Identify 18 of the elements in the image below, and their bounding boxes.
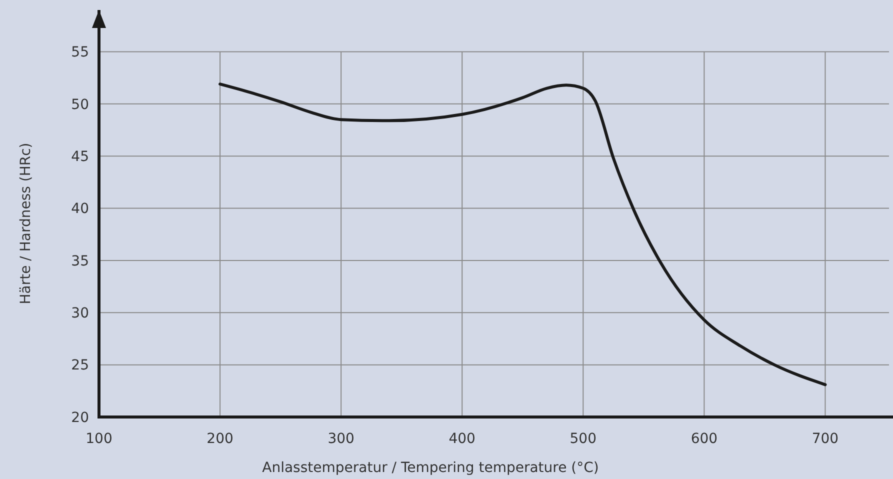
x-tick-label: 700 <box>812 431 839 447</box>
y-tick-label: 45 <box>71 149 89 166</box>
x-tick-label: 500 <box>570 431 597 447</box>
x-axis-title: Anlasstemperatur / Tempering temperature (°C) <box>262 460 599 476</box>
x-tick-label: 200 <box>206 431 234 447</box>
line-series <box>218 82 827 386</box>
y-tick-label: 55 <box>71 44 89 61</box>
y-tick-label: 25 <box>71 358 89 374</box>
y-tick-label: 40 <box>71 201 89 218</box>
y-tick-label: 20 <box>71 410 89 426</box>
x-tick-label: 300 <box>328 431 354 447</box>
y-axis-title: Härte / Hardness (HRc) <box>18 142 34 304</box>
x-tick-label: 600 <box>690 431 718 447</box>
y-tick-label: 30 <box>71 306 89 322</box>
x-tick-label: 400 <box>448 431 476 447</box>
y-tick-label: 35 <box>71 253 89 270</box>
x-tick-label: 100 <box>86 431 112 447</box>
y-tick-label: 50 <box>71 96 89 113</box>
